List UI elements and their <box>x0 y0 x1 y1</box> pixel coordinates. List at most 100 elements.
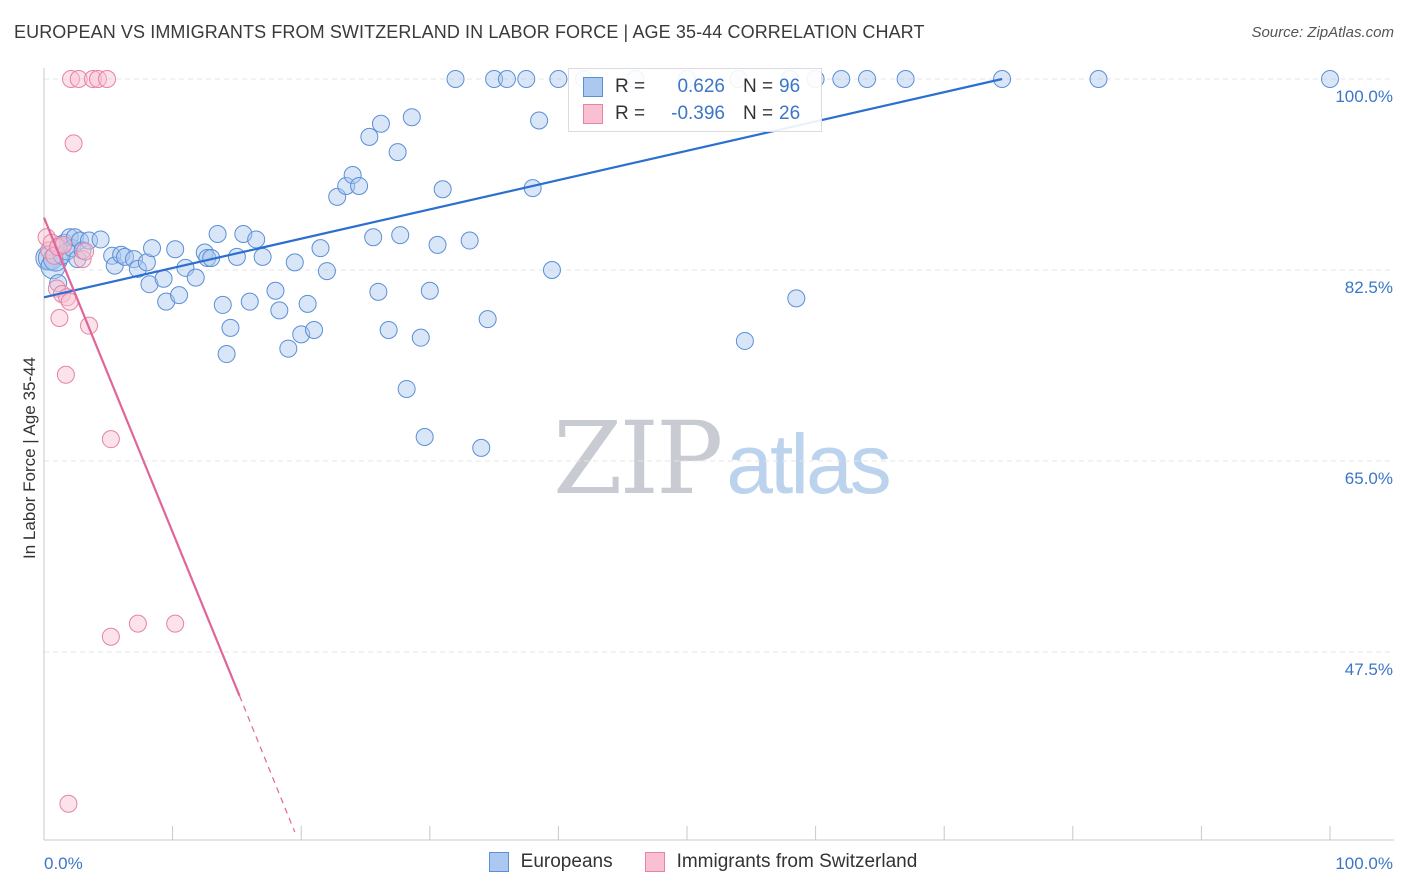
swiss-trendline <box>42 217 241 697</box>
europeans-point <box>247 230 266 249</box>
europeans-point <box>266 281 285 300</box>
europeans-point <box>391 226 410 245</box>
europeans-point <box>337 176 356 195</box>
source-label: Source: ZipAtlas.com <box>1251 24 1394 41</box>
legend-row-europeans: R = 0.626 N = 96 <box>583 75 800 99</box>
europeans-point <box>298 294 317 313</box>
swiss-point <box>56 365 75 384</box>
europeans-point <box>472 438 491 457</box>
europeans-point <box>371 114 390 133</box>
europeans-point <box>388 143 407 162</box>
europeans-point <box>343 166 362 185</box>
europeans-point <box>208 224 227 243</box>
europeans-point <box>433 180 452 199</box>
y-tick-label: 65.0% <box>1345 469 1393 488</box>
europeans-point <box>137 253 156 272</box>
watermark-zip: ZIP <box>553 400 723 517</box>
europeans-point <box>517 70 536 88</box>
europeans-point <box>446 70 465 88</box>
europeans-point <box>530 111 549 130</box>
stats-legend: R = 0.626 N = 96 R = -0.396 N = 26 <box>568 68 822 132</box>
europeans-point <box>80 231 99 250</box>
europeans-point <box>896 70 915 88</box>
legend-swatch-europeans <box>583 77 603 97</box>
europeans-point <box>49 274 68 293</box>
legend-label-europeans: Europeans <box>520 851 613 872</box>
europeans-point <box>542 261 561 279</box>
europeans-point <box>253 247 272 266</box>
europeans-point <box>166 240 185 259</box>
europeans-point <box>787 289 806 308</box>
legend-n-label: N = <box>743 103 774 124</box>
swiss-point <box>76 242 95 261</box>
legend-row-swiss: R = -0.396 N = 26 <box>583 102 800 126</box>
europeans-point <box>1321 70 1339 88</box>
europeans-point <box>186 268 205 287</box>
x-tick-label: 0.0% <box>44 854 83 873</box>
europeans-point <box>735 331 754 350</box>
europeans-point <box>240 292 259 311</box>
europeans-point <box>369 282 388 301</box>
legend-swatch-swiss <box>644 852 665 872</box>
swiss-point <box>69 70 88 88</box>
europeans-point <box>217 345 236 364</box>
swiss-point <box>101 627 120 646</box>
x-tick-label: 100.0% <box>1335 854 1393 873</box>
swiss-point <box>128 614 147 633</box>
europeans-point <box>411 328 430 347</box>
europeans-trendline <box>43 77 1003 299</box>
europeans-point <box>279 339 298 358</box>
legend-n-label: N = <box>743 76 774 97</box>
y-tick-label: 82.5% <box>1345 278 1393 297</box>
legend-r-label: R = <box>615 76 646 97</box>
europeans-point <box>311 239 330 258</box>
europeans-point <box>832 70 851 88</box>
europeans-point <box>478 310 497 329</box>
europeans-point <box>213 295 232 314</box>
europeans-point <box>379 321 398 340</box>
europeans-point <box>60 228 79 247</box>
swiss-point <box>62 70 81 88</box>
europeans-point <box>549 70 568 88</box>
chart-title: EUROPEAN VS IMMIGRANTS FROM SWITZERLAND … <box>14 22 925 42</box>
europeans-point <box>497 70 516 88</box>
europeans-point <box>116 247 135 266</box>
swiss-trendline-extension <box>238 695 296 833</box>
swiss-point <box>166 614 185 633</box>
europeans-point <box>91 230 110 249</box>
swiss-point <box>50 309 69 328</box>
swiss-point <box>64 134 83 153</box>
europeans-point <box>154 269 173 288</box>
legend-swatch-europeans <box>488 852 509 872</box>
europeans-point <box>128 259 147 278</box>
europeans-point <box>420 281 439 300</box>
europeans-point <box>68 250 87 269</box>
europeans-point <box>350 176 369 195</box>
europeans-point <box>221 318 240 337</box>
legend-item-europeans[interactable]: Europeans <box>488 851 613 873</box>
legend-item-swiss[interactable]: Immigrants from Switzerland <box>644 851 918 873</box>
watermark: ZIPatlas <box>553 400 892 517</box>
swiss-point <box>101 430 120 449</box>
legend-label-swiss: Immigrants from Switzerland <box>676 851 918 872</box>
europeans-point <box>140 275 159 294</box>
y-tick-label: 100.0% <box>1335 87 1393 106</box>
legend-n-value-europeans: 96 <box>779 76 801 97</box>
series-legend: Europeans Immigrants from Switzerland <box>0 851 1406 873</box>
europeans-point <box>858 70 877 88</box>
europeans-point <box>397 379 416 398</box>
europeans-point <box>170 286 189 305</box>
europeans-point <box>364 228 383 247</box>
legend-r-value-europeans: 0.626 <box>677 76 725 97</box>
swiss-point <box>98 70 117 88</box>
swiss-point <box>59 794 78 813</box>
europeans-point <box>270 301 289 320</box>
europeans-point <box>402 108 421 127</box>
europeans-point <box>415 427 434 446</box>
europeans-point <box>317 262 336 281</box>
europeans-point <box>428 235 447 254</box>
europeans-point <box>285 253 304 272</box>
europeans-point <box>143 239 162 258</box>
legend-r-label: R = <box>615 103 646 124</box>
